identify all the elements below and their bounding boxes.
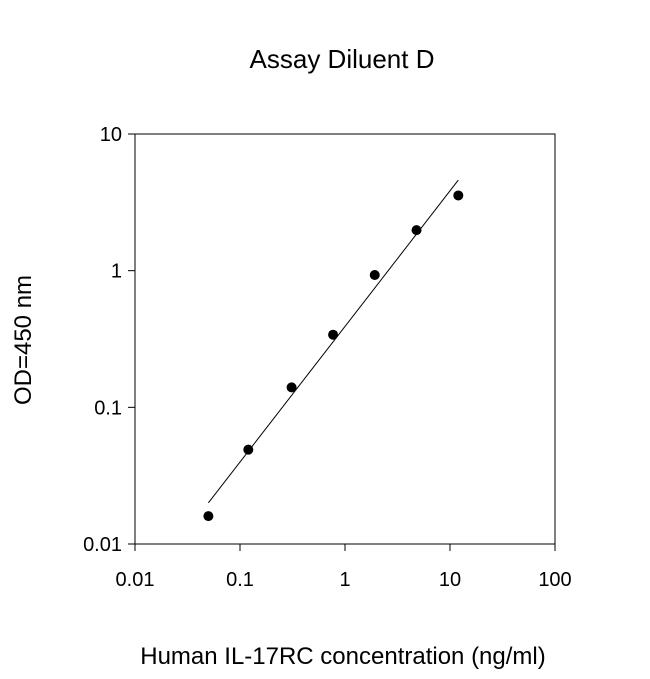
- data-point: [286, 382, 297, 393]
- y-axis-ticks: 0.01 0.1 1 10: [83, 124, 135, 556]
- y-tick-label: 1: [111, 261, 122, 283]
- y-axis-label: OD=450 nm: [10, 275, 37, 405]
- data-point: [369, 269, 380, 280]
- plot-frame: [134, 133, 556, 545]
- data-point: [453, 190, 464, 201]
- x-axis-label: Human IL-17RC concentration (ng/ml): [140, 643, 546, 670]
- x-tick-label: 10: [439, 569, 461, 591]
- y-tick-label: 10: [100, 124, 122, 146]
- x-tick-label: 0.01: [116, 569, 155, 591]
- y-tick-label: 0.01: [83, 534, 122, 556]
- data-point: [243, 444, 254, 455]
- y-tick-label: 0.1: [94, 397, 122, 419]
- chart-title: Assay Diluent D: [250, 44, 435, 74]
- x-tick-label: 0.1: [226, 569, 254, 591]
- x-axis-ticks: 0.01 0.1 1 10 100: [116, 544, 572, 591]
- data-point: [328, 329, 339, 340]
- x-tick-label: 1: [339, 569, 350, 591]
- data-points-layer: [203, 190, 464, 522]
- data-point: [203, 511, 214, 522]
- x-tick-label: 100: [538, 569, 571, 591]
- data-point: [411, 225, 422, 236]
